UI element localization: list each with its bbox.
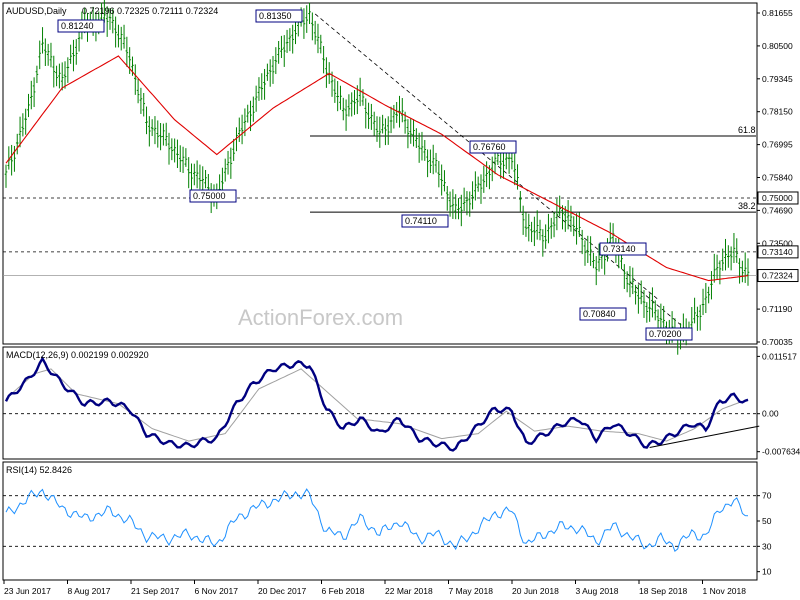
macd-y-tick-label: -0.007634 <box>762 447 800 457</box>
price-callout: 0.76760 <box>469 140 517 154</box>
x-tick-label: 1 Nov 2018 <box>703 586 747 596</box>
price-callout: 0.74110 <box>401 214 449 228</box>
x-axis: 23 Jun 2017 8 Aug 2017 21 Sep 2017 6 Nov 20… <box>3 580 747 596</box>
price-callout: 0.81240 <box>57 19 105 33</box>
price-callout: 0.81350 <box>255 9 303 23</box>
x-tick-label: 8 Aug 2017 <box>68 586 111 596</box>
x-tick-label: 20 Jun 2018 <box>512 586 559 596</box>
price-callout-box <box>599 242 647 256</box>
y-tick-label: 0.76995 <box>762 140 793 150</box>
moving-average-line <box>5 55 749 282</box>
price-callout: 0.75000 <box>189 189 237 203</box>
y-tick-label: 0.75840 <box>762 173 793 183</box>
price-callout-box <box>189 189 237 203</box>
rsi-y-tick-label: 50 <box>762 516 772 526</box>
y-tick-label: 0.78150 <box>762 107 793 117</box>
right-marker-text: 0.72324 <box>762 271 793 281</box>
price-callout-box <box>401 214 449 228</box>
y-tick-label: 0.81655 <box>762 8 793 18</box>
price-panel-frame <box>2 2 758 345</box>
price-callout-text: 0.73140 <box>603 244 636 254</box>
rsi-panel: 70 50 30 10 <box>3 488 772 577</box>
price-callout: 0.70200 <box>645 327 693 341</box>
right-marker-box <box>757 269 799 283</box>
macd-title: MACD(12,26,9) 0.002199 0.002920 <box>6 350 149 360</box>
watermark-text: ActionForex.com <box>238 305 403 330</box>
x-tick-label: 6 Nov 2017 <box>195 586 239 596</box>
trendline-upper <box>314 13 659 300</box>
right-marker-text: 0.75000 <box>762 193 793 203</box>
macd-trendline <box>649 425 760 449</box>
x-tick-label: 6 Feb 2018 <box>322 586 365 596</box>
price-callout: 0.73140 <box>599 242 647 256</box>
x-tick-label: 22 Mar 2018 <box>385 586 433 596</box>
price-callout-text: 0.70840 <box>583 309 616 319</box>
x-tick-label: 3 Aug 2018 <box>576 586 619 596</box>
macd-y-tick-label: 0.00 <box>762 409 779 419</box>
rsi-line <box>5 488 749 553</box>
price-callout-text: 0.81240 <box>61 21 94 31</box>
fib-level-label: 61.8 <box>738 125 756 135</box>
rsi-title: RSI(14) 52.8426 <box>6 465 72 475</box>
x-tick-label: 23 Jun 2017 <box>4 586 51 596</box>
price-ohlc-readout: 0.72196 0.72325 0.72111 0.72324 <box>82 6 218 16</box>
y-tick-label: 0.74690 <box>762 205 793 215</box>
right-marker-box <box>757 191 799 205</box>
rsi-panel-frame <box>2 461 758 581</box>
y-tick-label: 0.70035 <box>762 337 793 347</box>
y-tick-label: 0.71190 <box>762 304 792 314</box>
price-callout-box <box>579 307 627 321</box>
price-callout-box <box>255 9 303 23</box>
price-callout-text: 0.81350 <box>259 11 292 21</box>
rsi-y-tick-label: 30 <box>762 541 772 551</box>
price-callout-text: 0.75000 <box>193 191 226 201</box>
price-callout-text: 0.76760 <box>473 142 506 152</box>
right-marker-text: 0.73140 <box>762 247 793 257</box>
price-callout-text: 0.70200 <box>649 329 682 339</box>
macd-line <box>4 356 749 452</box>
x-tick-label: 20 Dec 2017 <box>258 586 306 596</box>
y-tick-label: 0.73500 <box>762 238 793 248</box>
macd-y-tick-label: 0.011517 <box>762 351 797 361</box>
price-callout-box <box>57 19 105 33</box>
right-marker-box <box>757 245 799 259</box>
rsi-y-tick-label: 70 <box>762 491 772 501</box>
macd-panel-frame <box>2 346 758 460</box>
fib-level-label: 38.2 <box>738 201 756 211</box>
rsi-y-tick-label: 10 <box>762 567 772 577</box>
x-tick-label: 21 Sep 2017 <box>131 586 179 596</box>
x-tick-label: 7 May 2018 <box>449 586 494 596</box>
price-callout-box <box>645 327 693 341</box>
x-tick-label: 18 Sep 2018 <box>639 586 687 596</box>
y-tick-label: 0.79345 <box>762 74 793 84</box>
price-callout: 0.70840 <box>579 307 627 321</box>
price-callout-text: 0.74110 <box>405 216 437 226</box>
macd-panel: 0.011517 0.00 -0.007634 <box>3 351 800 457</box>
y-tick-label: 0.80500 <box>762 41 793 51</box>
price-panel: 61.8 38.2 0.81240 0.81350 0.75000 0.74110 0.76… <box>3 0 799 355</box>
price-callout-box <box>469 140 517 154</box>
price-title: AUDUSD,Daily <box>6 6 67 16</box>
